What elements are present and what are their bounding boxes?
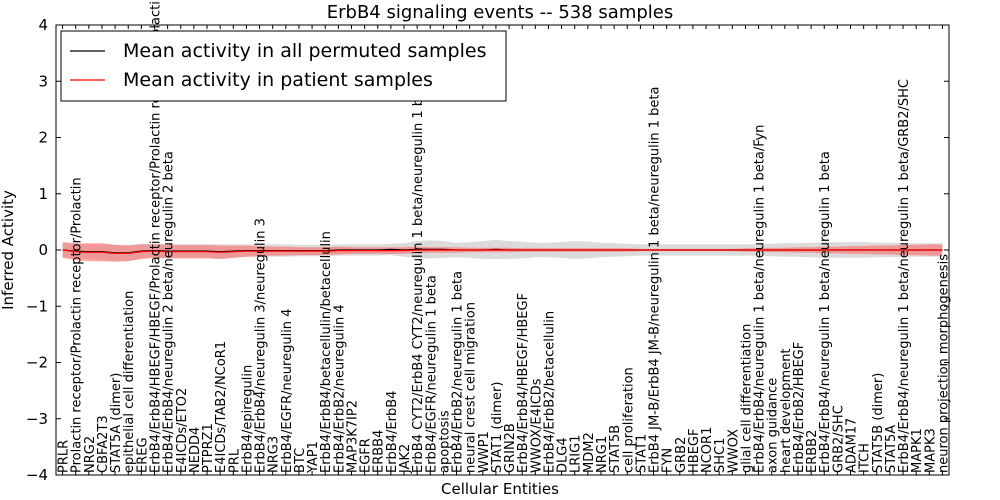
x-tick-label: ErbB4/ErbB4/neuregulin 3/neuregulin 3 [254,218,269,473]
x-tick-label: EREG [135,437,150,473]
x-tick-label: CBFA2T3 [96,415,111,473]
y-tick-label: 0 [38,241,48,259]
y-tick-label: −3 [26,410,48,428]
y-tick-label: −1 [26,297,48,315]
legend-label-permuted: Mean activity in all permuted samples [123,40,486,62]
x-tick-label: Prolactin receptor/Prolactin receptor/Pr… [70,177,85,473]
x-tick-label: ErbB4/ErbB4/neuregulin 1 beta/neuregulin… [753,125,768,473]
x-tick-label: NRG3 [267,436,282,473]
x-tick-label: GRB2/SHC [831,405,846,473]
x-tick-label: ErbB4/epiregulin [240,365,255,473]
patient-spread-band [62,242,943,262]
x-tick-label: E4ICDs/ETO2 [175,388,190,473]
x-tick-label: NCOR1 [700,427,715,473]
x-tick-label: HBEGF [687,429,702,473]
patient-mean-line [62,249,943,254]
chart-title: ErbB4 signaling events -- 538 samples [327,2,674,23]
x-tick-label: EGFR [359,438,374,473]
x-tick-label: ErbB4 JM-B/ErbB4 JM-B/neuregulin 1 beta/… [648,87,663,473]
x-tick-label: ErbB4/ErbB4/betacellulin/betacellulin [319,231,334,473]
x-tick-label: glial cell differentiation [739,324,754,473]
x-tick-label: STAT5B (dimer) [871,373,886,473]
x-tick-label: neural crest cell migration [464,302,479,473]
x-tick-label: GRB2 [674,437,689,473]
y-tick-label: 2 [38,129,48,147]
x-tick-label: LRIG1 [569,435,584,473]
y-axis: −4 −3 −2 −1 0 1 2 3 4 [26,16,949,484]
x-tick-label: ErbB4/ErbB2/neuregulin 1 beta [451,271,466,473]
x-tick-label: STAT5A [884,425,899,473]
x-tick-label: BTC [293,448,308,473]
x-tick-label: GRIN2B [503,423,518,473]
x-tick-label: heart development [779,348,794,473]
x-tick-label: ERBB2 [805,430,820,473]
series-lines [62,248,943,254]
y-tick-label: −4 [26,466,48,484]
x-tick-label: FYN [661,448,676,473]
x-tick-label: axon guidance [766,378,781,473]
x-tick-label: MDM2 [582,432,597,473]
x-tick-label: ErbB4/EGFR/neuregulin 1 beta [424,275,439,473]
x-tick-label: STAT1 [634,434,649,473]
x-tick-label: WWOX [726,429,741,473]
x-tick-label: WWP1 [477,431,492,473]
x-tick-label: YAP1 [306,441,321,474]
x-tick-label: MAPK1 [910,428,925,473]
x-tick-label: ErbB4/ErbB4/HBEGF/HBEGF [516,293,531,473]
x-tick-label: STAT1 (dimer) [490,382,505,473]
x-tick-label: ERBB4 [372,430,387,473]
x-tick-label: ITCH [858,443,873,473]
x-tick-label: NEDD4 [188,427,203,473]
x-tick-label: JAK2 [398,444,413,474]
x-tick-label: SHC1 [713,438,728,473]
legend-label-patient: Mean activity in patient samples [123,69,433,91]
x-tick-label: ErbB4/ErbB2/betacellulin [543,311,558,473]
x-tick-label: NRG1 [595,436,610,473]
x-tick-label: apoptosis [437,410,452,473]
x-tick-label: PTPRZ1 [201,423,216,473]
x-tick-label: ErbB4/EGFR/neuregulin 4 [280,309,295,473]
x-tick-label: NRG2 [83,436,98,473]
x-tick-label: PRLR [57,440,72,473]
legend: Mean activity in all permuted samples Me… [60,30,507,102]
x-tick-label: PRL [227,448,242,473]
x-tick-label: ErbB4/ErbB4/HBEGF/HBEGF/Prolactin recept… [149,0,164,473]
x-tick-label: STAT5A (dimer) [109,373,124,473]
y-tick-label: 4 [38,16,48,34]
x-tick-label: ErbB4/ErbB4/neuregulin 1 beta/neuregulin… [818,151,833,473]
y-tick-label: −2 [26,354,48,372]
y-axis-label: Inferred Activity [0,190,17,310]
y-tick-label: 3 [38,72,48,90]
x-tick-label: cell proliferation [621,367,636,473]
y-tick-label: 1 [38,185,48,203]
x-tick-label: MAP3K7IP2 [346,400,361,473]
x-tick-label: WWOX/E4ICDs [529,378,544,473]
x-tick-label: E4ICDs/TAB2/NCoR1 [214,341,229,473]
x-tick-label: ErbB4 CYT2/ErbB4 CYT2/neuregulin 1 beta/… [411,77,426,473]
x-tick-label: ErbB4/ErbB2/neuregulin 4 [332,304,347,473]
legend-box [60,30,507,102]
x-tick-label: ErbB4/ErbB4/neuregulin 1 beta/neuregulin… [897,79,912,473]
x-tick-label: DLG4 [556,437,571,473]
x-tick-label: STAT5B [608,425,623,473]
x-tick-label: ErbB4/ErbB4/neuregulin 2 beta/neuregulin… [162,151,177,473]
x-axis-label: Cellular Entities [441,480,559,498]
x-tick-label: ADAM17 [845,418,860,473]
x-tick-label: epithelial cell differentiation [122,291,137,473]
x-tick-label: ErbB4/ErbB2/HBEGF [792,342,807,473]
x-tick-label: MAPK3 [923,428,938,473]
x-tick-label: ErbB4/ErbB4 [385,391,400,473]
x-tick-label: neuron projection morphogenesis [936,254,951,473]
